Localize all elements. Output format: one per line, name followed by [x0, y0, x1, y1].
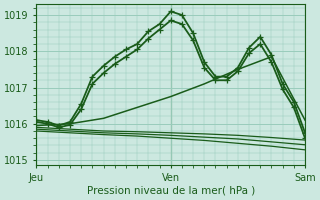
- X-axis label: Pression niveau de la mer( hPa ): Pression niveau de la mer( hPa ): [87, 186, 255, 196]
